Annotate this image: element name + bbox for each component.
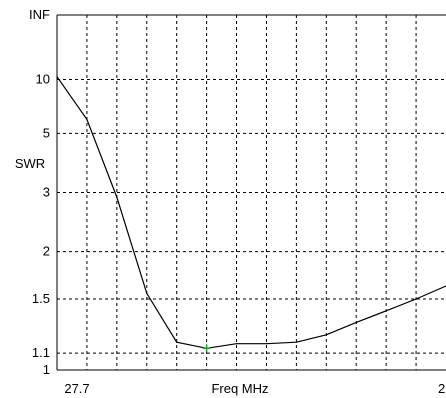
- data-point: [385, 310, 387, 312]
- y-tick-labels: INF 10 5 3 2 1.5 1.1 1: [29, 7, 50, 377]
- data-point: [355, 321, 357, 323]
- y-tick-label: 1.1: [32, 345, 50, 360]
- data-point: [325, 334, 327, 336]
- swr-series-line: [56, 76, 446, 349]
- data-point: [86, 118, 88, 121]
- grid: [57, 15, 446, 370]
- data-point: [295, 341, 297, 343]
- y-tick-label: 5: [43, 125, 50, 140]
- y-tick-label: 3: [43, 185, 50, 200]
- y-tick-label: INF: [29, 7, 50, 22]
- data-point: [56, 76, 58, 78]
- data-point: [146, 292, 148, 295]
- min-swr-marker: [202, 344, 211, 353]
- series-layer: [56, 76, 446, 349]
- y-tick-label: 10: [36, 72, 50, 87]
- data-point: [415, 298, 417, 300]
- y-axis-label: SWR: [15, 156, 45, 171]
- y-tick-label: 1: [43, 362, 50, 377]
- y-tick-label: 1.5: [32, 291, 50, 306]
- data-point: [116, 196, 118, 198]
- x-tick-label: 29: [438, 381, 446, 396]
- marker-layer: [202, 344, 211, 353]
- x-tick-labels: 27.7 29: [64, 381, 446, 396]
- plot-frame: [56, 14, 446, 371]
- data-point: [176, 341, 178, 343]
- x-axis-label: Freq MHz: [211, 381, 268, 396]
- x-tick-label: 27.7: [64, 381, 89, 396]
- y-tick-label: 2: [43, 244, 50, 259]
- data-point: [235, 343, 238, 345]
- data-point: [265, 343, 268, 345]
